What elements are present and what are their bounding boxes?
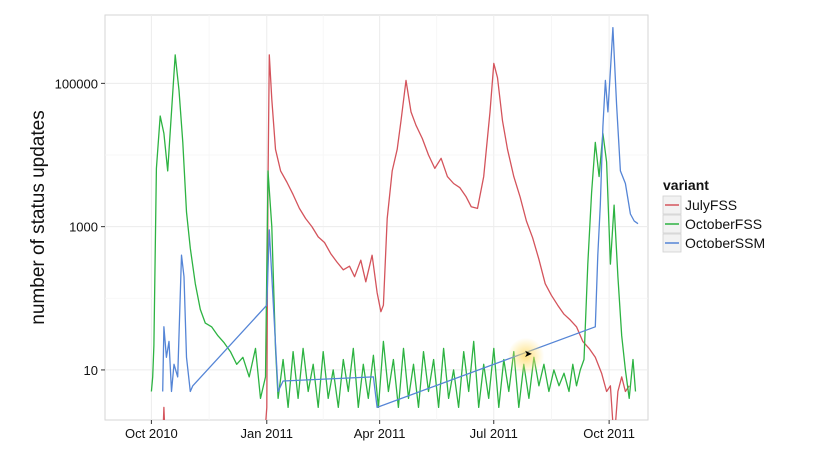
x-tick-label: Oct 2010 [125, 426, 178, 441]
x-tick-label: Apr 2011 [354, 426, 406, 441]
x-axis: Oct 2010 Jan 2011 Apr 2011 Jul 2011 Oct 2011 [125, 420, 635, 441]
series-line-octoberfss [150, 54, 637, 409]
x-tick-label: Jan 2011 [241, 426, 294, 441]
y-axis-title: number of status updates [28, 110, 49, 324]
mouse-cursor-icon: ➤ [524, 349, 533, 360]
legend-title: variant [663, 177, 709, 193]
series-line-octoberssm [162, 26, 639, 409]
y-axis: 10 1000 100000 [55, 76, 105, 378]
legend: variant JulyFSS OctoberFSS OctoberSSM [662, 177, 765, 253]
x-tick-label: Oct 2011 [583, 426, 635, 441]
y-tick-label: 10 [84, 363, 98, 378]
series-line-julyfss [162, 54, 630, 420]
series-lines [150, 26, 639, 420]
x-tick-label: Jul 2011 [470, 426, 518, 441]
y-tick-label: 100000 [55, 76, 98, 91]
legend-label-octoberfss: OctoberFSS [685, 216, 762, 232]
cursor-highlight [508, 338, 544, 374]
y-tick-label: 1000 [69, 220, 98, 235]
legend-label-octoberssm: OctoberSSM [685, 235, 765, 251]
plot-panel [104, 14, 649, 421]
legend-label-julyfss: JulyFSS [685, 197, 737, 213]
